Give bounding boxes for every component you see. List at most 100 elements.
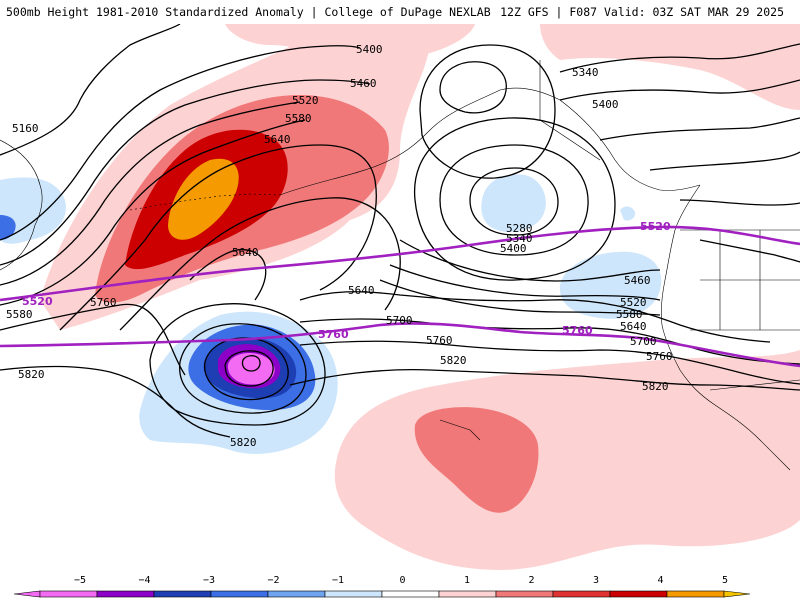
colorbar-segment (96, 590, 155, 598)
asia-coast (0, 139, 43, 271)
colorbar-segment (39, 590, 98, 598)
pos-anomaly-pink-north (225, 24, 475, 60)
contour-label: 5280 (506, 222, 533, 235)
contour-label-group: 5160 5400 5460 5520 5580 5640 5640 5760 … (6, 43, 673, 449)
colorbar-segment (495, 590, 554, 598)
colorbar-tick-label: −5 (74, 575, 86, 586)
contour-label: 5400 (356, 43, 383, 56)
contour-low-ring-4 (224, 350, 274, 387)
contour-label: 5580 (6, 308, 33, 321)
colorbar-tick-label: 0 (399, 575, 405, 586)
colorbar-segment (552, 590, 611, 598)
alaska-peninsula-coast (279, 129, 431, 196)
colorbar-segments (13, 590, 751, 598)
pos-anomaly-pink-ne (540, 24, 800, 110)
climo-5520-line (0, 225, 800, 302)
colorbar-segment (153, 590, 212, 598)
colorbar-segment (210, 590, 269, 598)
contour-label: 5820 (230, 436, 257, 449)
pos-anomaly-pink-hawaii (334, 350, 800, 570)
contour-5520-nw (0, 101, 301, 286)
contour-label: 5340 (572, 66, 599, 79)
contour-upper-low-ring2 (419, 44, 556, 179)
contour-5640-nested (189, 249, 267, 301)
contour-label: 5640 (232, 246, 259, 259)
contour-label: 5760 (90, 296, 117, 309)
colorbar-segment (609, 590, 668, 598)
contour-label: 5700 (630, 335, 657, 348)
contour-ne-6 (699, 239, 800, 263)
pos-anomaly-orange-core (168, 158, 239, 240)
height-contours (0, 24, 800, 438)
climo-label: 5520 (640, 220, 671, 233)
contour-5400-nw (0, 45, 361, 241)
contour-5640-east (299, 291, 771, 343)
colorbar-segment (438, 590, 497, 598)
colorbar-tick-label: 1 (464, 575, 470, 586)
alaska-coast (429, 87, 701, 191)
baja-coast (714, 404, 791, 471)
contour-5820-east (289, 369, 800, 391)
contour-5580-nw (0, 119, 306, 306)
climo-label: 5760 (562, 324, 593, 337)
climo-label: 5520 (22, 295, 53, 308)
neg-anomaly-lightblue-ne-land (620, 206, 636, 221)
neg-anomaly-blue-west (0, 215, 16, 240)
colorbar-ticks: −5 −4 −3 −2 −1 0 1 2 3 4 5 (74, 575, 728, 586)
contour-5640-ridge (59, 144, 377, 331)
colorbar-tick-label: −3 (203, 575, 215, 586)
contour-label: 5700 (386, 314, 413, 327)
colorbar-tick-label: −2 (267, 575, 279, 586)
header-title: 500mb Height 1981-2010 Standardized Anom… (6, 5, 491, 19)
contour-label: 5820 (642, 380, 669, 393)
climo-5760-line (0, 322, 800, 368)
neg-anomaly-lightblue-alaska (481, 174, 546, 232)
map-canvas: 5160 5400 5460 5520 5580 5640 5640 5760 … (0, 24, 800, 570)
contour-label: 5400 (592, 98, 619, 111)
climo-label: 5760 (318, 328, 349, 341)
contour-coast-5460 (399, 239, 661, 282)
colorbar-min-arrow (13, 590, 41, 598)
colorbar-segment (666, 590, 725, 598)
colorbar-segment (381, 590, 440, 598)
contour-label: 5520 (292, 94, 319, 107)
anomaly-shading (0, 24, 800, 570)
contour-upper-low-ring1 (439, 61, 507, 114)
colorbar-tick-label: −4 (138, 575, 150, 586)
hawaii-island-chain (439, 419, 481, 441)
contour-5760-west (0, 303, 186, 376)
contour-label: 5460 (624, 274, 651, 287)
us-west-coast (660, 279, 716, 406)
contour-label: 5580 (285, 112, 312, 125)
contour-alaska-low-ring1 (469, 167, 559, 236)
header: 500mb Height 1981-2010 Standardized Anom… (0, 0, 800, 24)
contour-label: 5400 (500, 242, 527, 255)
contour-label: 5640 (348, 284, 375, 297)
contour-label: 5760 (646, 350, 673, 363)
colorbar-tick-label: 3 (593, 575, 599, 586)
colorbar-max-arrow (723, 590, 751, 598)
contour-label: 5460 (350, 77, 377, 90)
contour-5400-ne (559, 79, 800, 101)
header-valid-time: 12Z GFS | F087 Valid: 03Z SAT MAR 29 202… (500, 5, 784, 19)
contour-low-ring-5 (241, 355, 261, 372)
contour-ne-4 (649, 151, 800, 171)
contour-label: 5580 (616, 308, 643, 321)
contour-5760-east (299, 340, 800, 385)
contour-label: 5820 (18, 368, 45, 381)
contour-label: 5820 (440, 354, 467, 367)
contour-5160 (0, 24, 181, 156)
contour-ne-5 (679, 199, 800, 206)
climatology-lines (0, 225, 800, 368)
contour-label: 5520 (620, 296, 647, 309)
colorbar-tick-label: 4 (657, 575, 663, 586)
bc-coast (664, 184, 701, 281)
contour-label: 5160 (12, 122, 39, 135)
neg-anomaly-magenta-core (227, 353, 275, 385)
contour-5340-ne (559, 43, 800, 73)
colorbar-tick-label: −1 (332, 575, 344, 586)
aleutian-chain (129, 193, 281, 211)
climo-label-group: 5520 5520 5760 5760 (22, 220, 671, 341)
contour-ne-3 (599, 117, 800, 141)
